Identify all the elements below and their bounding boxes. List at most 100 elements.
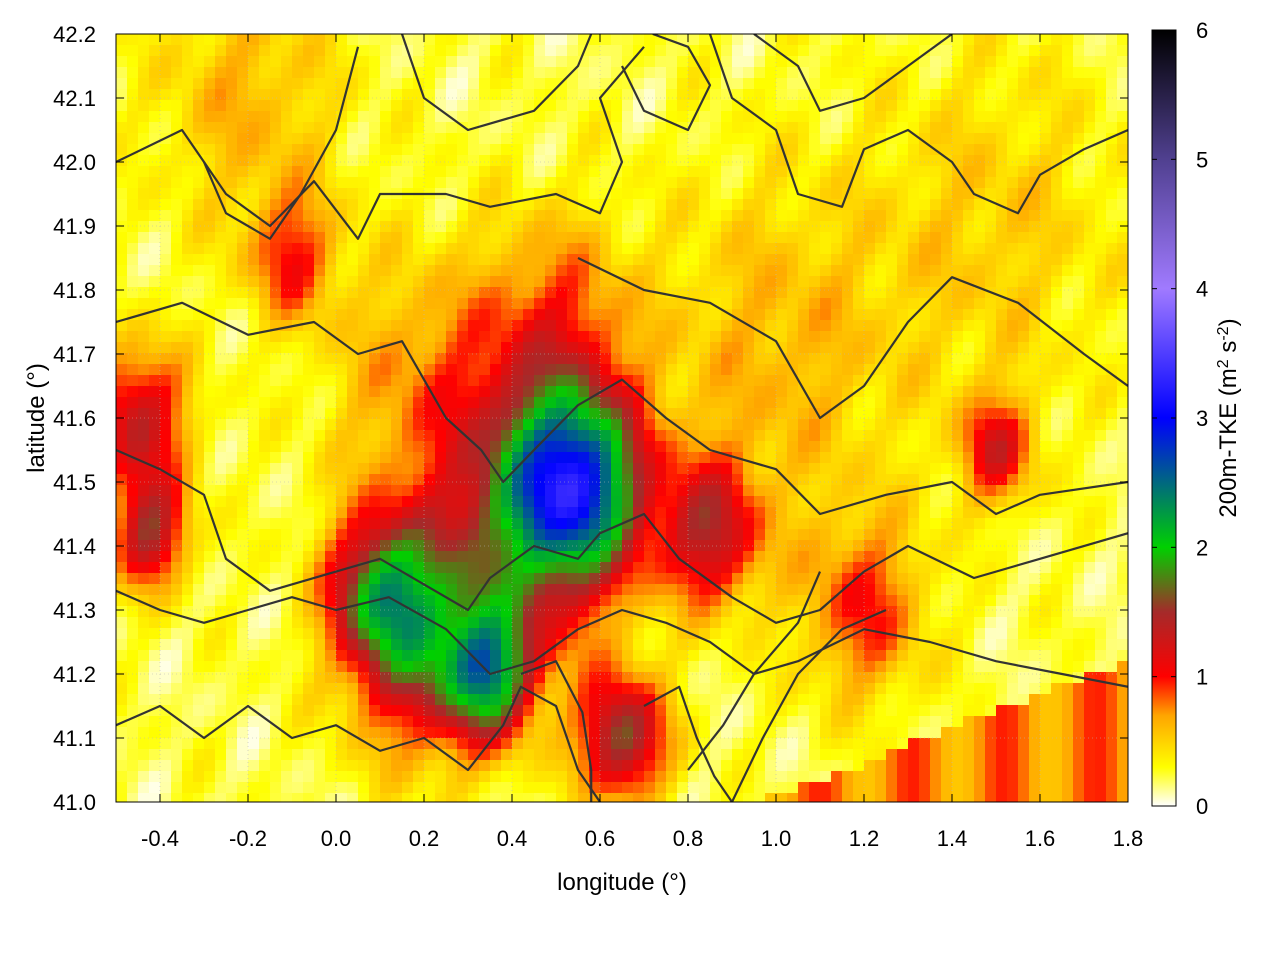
heatmap-cell [424, 584, 436, 596]
heatmap-cell [468, 606, 480, 618]
heatmap-cell [424, 34, 436, 46]
heatmap-cell [369, 397, 381, 409]
heatmap-cell [765, 683, 777, 695]
heatmap-cell [589, 287, 601, 299]
heatmap-cell [336, 155, 348, 167]
heatmap-cell [798, 716, 810, 728]
heatmap-cell [556, 793, 568, 802]
heatmap-cell [688, 650, 700, 662]
heatmap-cell [776, 683, 788, 695]
heatmap-cell [325, 342, 337, 354]
heatmap-cell [380, 364, 392, 376]
heatmap-cell [358, 166, 370, 178]
heatmap-cell [897, 45, 909, 57]
heatmap-cell [633, 408, 645, 420]
heatmap-cell [160, 276, 172, 288]
heatmap-cell [875, 67, 887, 79]
heatmap-cell [424, 793, 436, 802]
heatmap-cell [303, 507, 315, 519]
heatmap-cell [556, 188, 568, 200]
heatmap-cell [435, 353, 447, 365]
heatmap-cell [391, 463, 403, 475]
heatmap-cell [457, 595, 469, 607]
heatmap-cell [831, 177, 843, 189]
heatmap-cell [611, 782, 623, 794]
heatmap-cell [556, 650, 568, 662]
heatmap-cell [545, 672, 557, 684]
heatmap-cell [743, 166, 755, 178]
heatmap-cell [160, 584, 172, 596]
heatmap-cell [611, 694, 623, 706]
heatmap-cell [611, 364, 623, 376]
heatmap-cell [842, 749, 854, 761]
heatmap-cell [743, 100, 755, 112]
heatmap-cell [391, 518, 403, 530]
heatmap-cell [820, 309, 832, 321]
heatmap-cell [402, 320, 414, 332]
heatmap-cell [666, 485, 678, 497]
heatmap-cell [534, 705, 546, 717]
heatmap-cell [490, 672, 502, 684]
heatmap-cell [468, 34, 480, 46]
heatmap-cell [490, 540, 502, 552]
heatmap-cell [270, 67, 282, 79]
heatmap-cell [490, 430, 502, 442]
heatmap-cell [325, 276, 337, 288]
heatmap-cell [336, 144, 348, 156]
heatmap-cell [138, 518, 150, 530]
heatmap-cell [633, 617, 645, 629]
heatmap-cell [226, 155, 238, 167]
heatmap-cell [215, 430, 227, 442]
heatmap-cell [127, 639, 139, 651]
heatmap-cell [776, 166, 788, 178]
heatmap-cell [446, 199, 458, 211]
heatmap-cell [270, 441, 282, 453]
heatmap-cell [633, 760, 645, 772]
heatmap-cell [534, 771, 546, 783]
heatmap-cell [479, 144, 491, 156]
heatmap-cell [864, 738, 876, 750]
heatmap-cell [897, 177, 909, 189]
heatmap-cell [127, 551, 139, 563]
heatmap-cell [490, 287, 502, 299]
heatmap-cell [281, 694, 293, 706]
heatmap-cell [798, 562, 810, 574]
heatmap-cell [391, 353, 403, 365]
heatmap-cell [677, 540, 689, 552]
heatmap-cell [479, 694, 491, 706]
heatmap-cell [248, 760, 260, 772]
heatmap-cell [732, 683, 744, 695]
heatmap-cell [369, 617, 381, 629]
heatmap-cell [248, 364, 260, 376]
heatmap-cell [787, 144, 799, 156]
heatmap-cell [545, 606, 557, 618]
heatmap-cell [820, 265, 832, 277]
heatmap-cell [149, 474, 161, 486]
heatmap-cell [490, 518, 502, 530]
heatmap-cell [589, 727, 601, 739]
heatmap-cell [831, 617, 843, 629]
heatmap-cell [193, 705, 205, 717]
heatmap-cell [479, 122, 491, 134]
heatmap-cell [809, 243, 821, 255]
heatmap-cell [798, 342, 810, 354]
heatmap-cell [358, 584, 370, 596]
heatmap-cell [787, 100, 799, 112]
heatmap-cell [820, 155, 832, 167]
heatmap-cell [479, 419, 491, 431]
heatmap-cell [589, 111, 601, 123]
heatmap-cell [446, 276, 458, 288]
heatmap-cell [820, 551, 832, 563]
heatmap-cell [171, 45, 183, 57]
heatmap-cell [336, 749, 348, 761]
heatmap-cell [523, 749, 535, 761]
heatmap-cell [666, 298, 678, 310]
heatmap-cell [457, 155, 469, 167]
heatmap-cell [270, 540, 282, 552]
heatmap-cell [589, 232, 601, 244]
heatmap-cell [193, 650, 205, 662]
heatmap-cell [545, 144, 557, 156]
heatmap-cell [149, 386, 161, 398]
heatmap-cell [798, 309, 810, 321]
heatmap-cell [666, 793, 678, 802]
